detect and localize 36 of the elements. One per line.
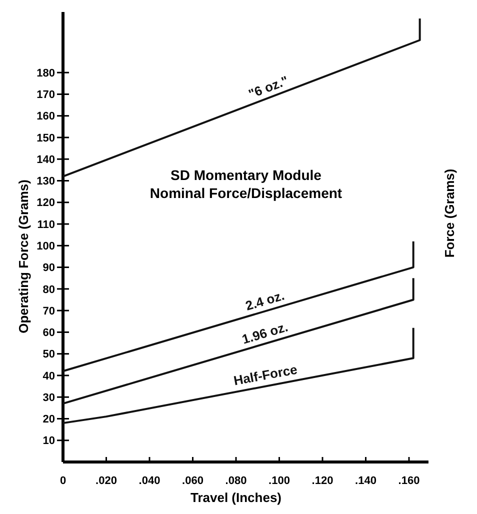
y-tick-label: 50 — [42, 348, 55, 361]
y-tick-label: 180 — [36, 67, 55, 80]
line-series — [62, 326, 414, 424]
y-tick-label: 170 — [36, 89, 55, 102]
x-tick-label: .060 — [182, 475, 204, 487]
y-tick-label: 80 — [42, 284, 55, 296]
x-axis-title: Travel (Inches) — [190, 490, 282, 505]
y-tick-label: 150 — [36, 132, 55, 144]
y-tick-label: 70 — [42, 305, 55, 318]
x-tick-label: .040 — [138, 475, 160, 487]
y-tick-label: 90 — [42, 262, 55, 274]
y-tick-label: 130 — [36, 176, 55, 188]
y-tick-label: 110 — [37, 218, 55, 231]
text: 2.4 oz. — [244, 288, 286, 314]
y-tick-label: 10 — [42, 435, 55, 448]
text: Half-Force — [232, 362, 298, 388]
y-tick-label: 20 — [42, 414, 55, 426]
y-tick-label: 100 — [36, 240, 55, 253]
x-tick-label: .020 — [96, 475, 117, 487]
y-tick-label: 140 — [36, 154, 55, 166]
x-tick-label: .140 — [355, 475, 376, 487]
y-tick-label: 120 — [36, 197, 55, 210]
text: SD Momentary Module Nominal Force/Displacement — [150, 167, 342, 201]
x-tick-label: .080 — [225, 475, 247, 487]
y-tick-label: 30 — [42, 392, 55, 404]
x-tick-label: .100 — [268, 475, 290, 487]
y-tick-label: 60 — [42, 327, 55, 340]
y-tick-label: 40 — [42, 370, 55, 382]
x-tick-label: .120 — [312, 475, 334, 487]
y-tick-label: 160 — [36, 110, 55, 123]
y2-axis-title: Force (Grams) — [442, 168, 457, 258]
text: 1.96 oz. — [240, 319, 290, 347]
y-axis-title: Operating Force (Grams) — [16, 180, 31, 334]
text: "6 oz." — [246, 72, 290, 102]
x-tick-label: 0 — [60, 475, 66, 487]
x-tick-label: .160 — [398, 475, 420, 487]
